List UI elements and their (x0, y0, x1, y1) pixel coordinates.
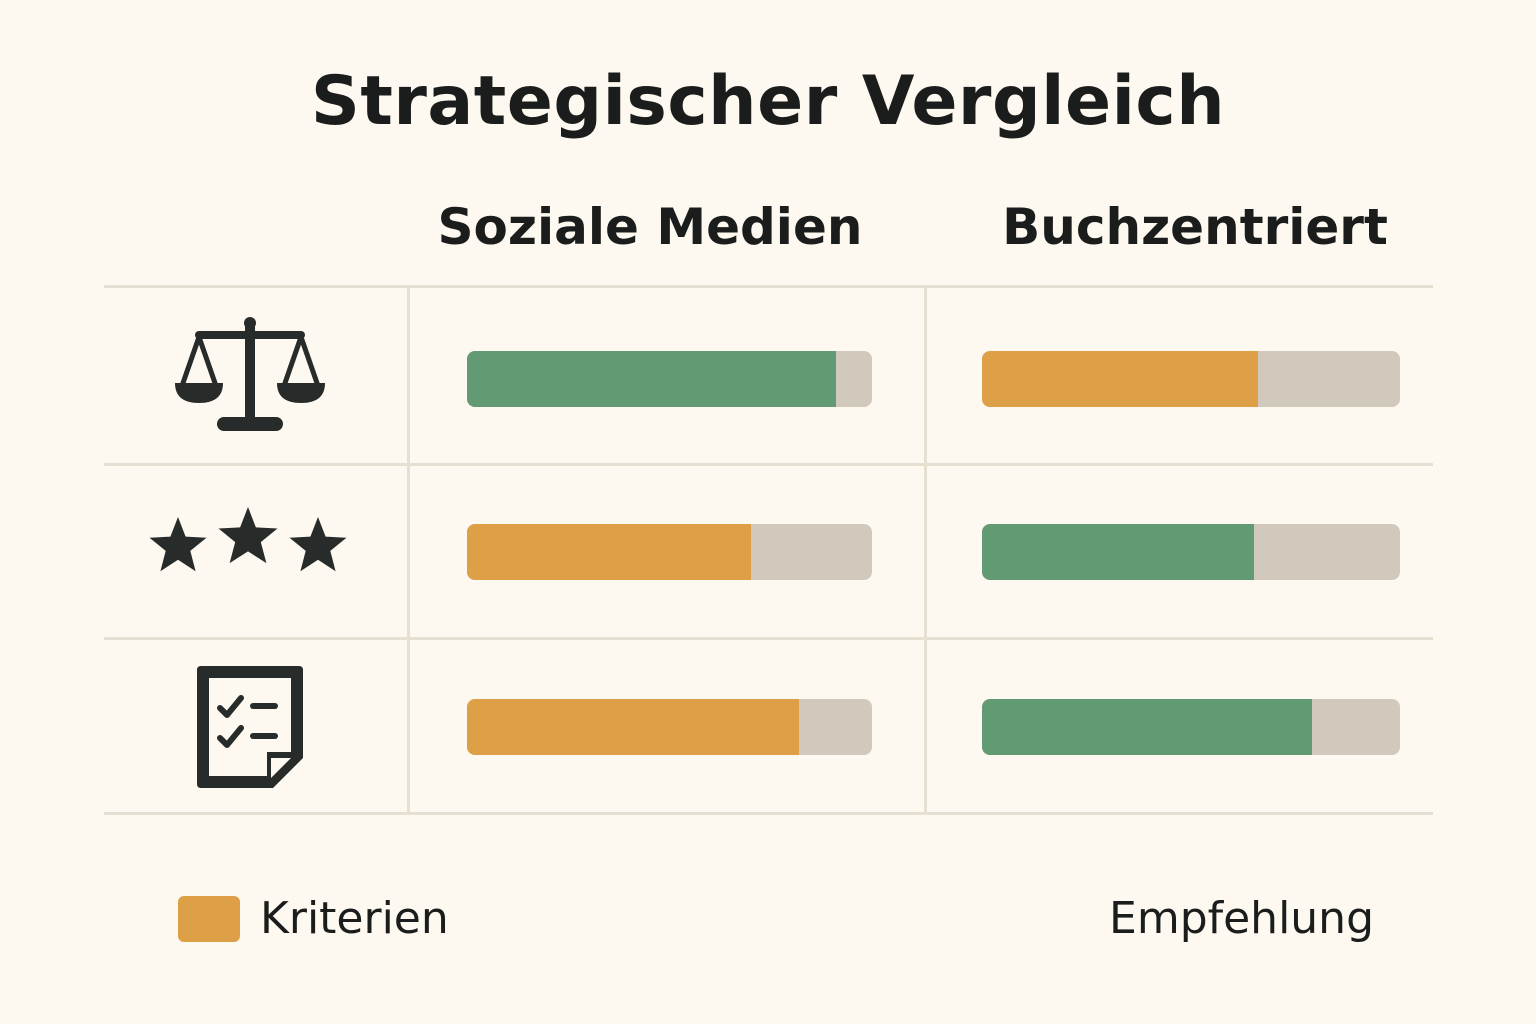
legend-criteria: Kriterien (178, 893, 449, 944)
three-stars-icon (130, 496, 370, 586)
bar-fill-row1-book (982, 351, 1258, 407)
bar-fill-row2-book (982, 524, 1254, 580)
column-header-social-media: Soziale Medien (437, 198, 863, 256)
grid-line-top (104, 285, 1433, 288)
bar-fill-row1-social (467, 351, 836, 407)
grid-line-row-2 (104, 637, 1433, 640)
checklist-document-icon (130, 662, 370, 792)
bar-track-row3-book (982, 699, 1400, 755)
bar-track-row3-social (467, 699, 872, 755)
grid-line-bottom (104, 812, 1433, 815)
grid-line-vertical-1 (407, 287, 410, 815)
grid-line-vertical-2 (924, 287, 927, 815)
bar-track-row1-book (982, 351, 1400, 407)
bar-track-row2-book (982, 524, 1400, 580)
bar-track-row1-social (467, 351, 872, 407)
bar-fill-row2-social (467, 524, 751, 580)
legend-recommendation: Empfehlung (1109, 893, 1374, 944)
legend-label-criteria: Kriterien (260, 893, 449, 944)
legend-label-recommendation: Empfehlung (1109, 893, 1374, 944)
chart-title: Strategischer Vergleich (310, 62, 1226, 141)
balance-scale-icon (130, 316, 370, 436)
bar-fill-row3-book (982, 699, 1313, 755)
grid-line-row-1 (104, 463, 1433, 466)
column-header-book-centered: Buchzentriert (1002, 198, 1388, 256)
legend-swatch-criteria (178, 895, 240, 942)
bar-fill-row3-social (467, 699, 800, 755)
bar-track-row2-social (467, 524, 872, 580)
